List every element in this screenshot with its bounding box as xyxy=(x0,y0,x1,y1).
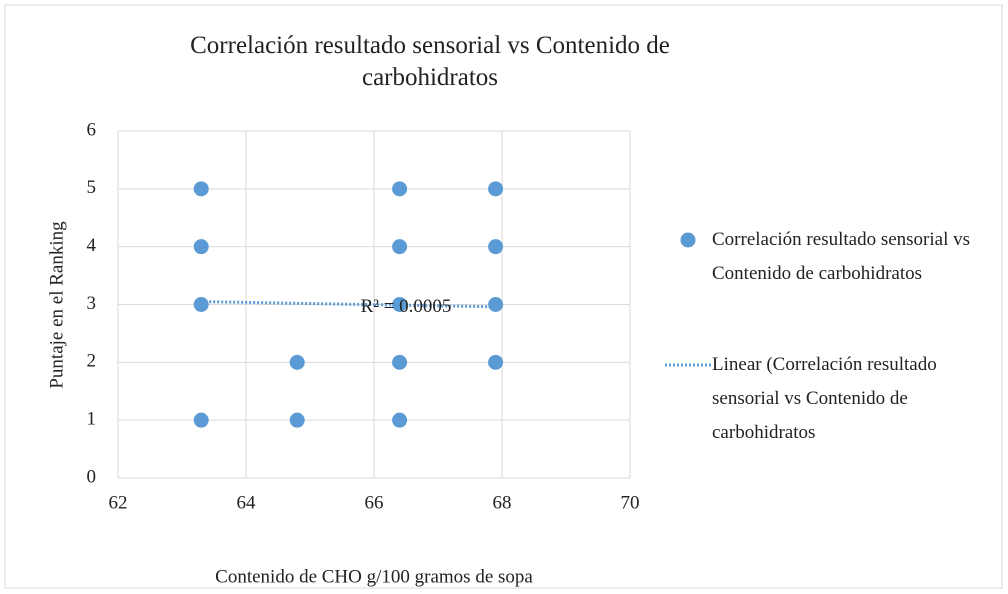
data-point xyxy=(193,297,209,312)
y-tick-label: 6 xyxy=(87,119,97,140)
data-point xyxy=(289,354,305,370)
data-point xyxy=(392,354,408,370)
y-tick-label: 4 xyxy=(87,235,97,256)
data-point xyxy=(488,181,504,197)
trendline xyxy=(201,300,496,309)
y-axis-label: Puntaje en el Ranking xyxy=(46,221,67,389)
data-point xyxy=(392,412,408,428)
data-point xyxy=(392,181,408,197)
chart-title: Correlación resultado sensorial vs Conte… xyxy=(190,32,670,91)
data-point xyxy=(289,412,305,428)
annotation: R² = 0.0005 xyxy=(361,296,452,317)
data-point xyxy=(488,297,504,312)
x-axis-label: Contenido de CHO g/100 gramos de sopa xyxy=(215,566,533,587)
x-tick-label: 64 xyxy=(237,492,257,513)
legend-label: Linear (Correlación resultado sensorial … xyxy=(712,354,937,443)
y-tick-label: 2 xyxy=(87,351,97,372)
legend-label: Correlación resultado sensorial vs Conte… xyxy=(712,229,971,284)
x-tick-label: 70 xyxy=(621,492,640,513)
data-point xyxy=(488,354,504,370)
x-tick-label: 68 xyxy=(493,492,512,513)
data-point xyxy=(193,181,209,197)
legend-marker xyxy=(680,232,696,248)
chart-border xyxy=(4,4,1003,589)
x-tick-label: 62 xyxy=(109,492,128,513)
y-tick-label: 1 xyxy=(87,409,97,430)
data-point xyxy=(392,239,408,255)
data-point xyxy=(193,239,209,255)
data-point xyxy=(392,297,408,312)
data-point xyxy=(193,412,209,428)
data-point xyxy=(488,239,504,255)
y-tick-label: 0 xyxy=(87,466,97,487)
y-tick-label: 3 xyxy=(87,293,97,314)
x-tick-label: 66 xyxy=(365,492,384,513)
y-tick-label: 5 xyxy=(87,177,97,198)
